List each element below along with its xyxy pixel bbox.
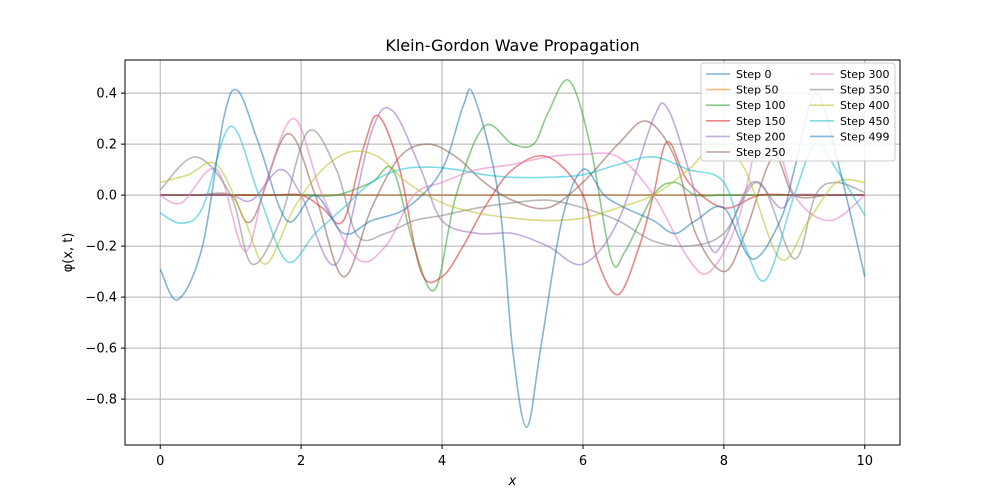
legend-entry: Step 150 <box>736 115 786 128</box>
y-tick-label: 0.4 <box>96 87 117 102</box>
series-line-7 <box>159 129 866 266</box>
legend-entry: Step 200 <box>736 130 786 143</box>
y-axis: 0.4 0.2 0.0 −0.2 −0.4 −0.6 −0.8 <box>85 87 125 408</box>
chart-title: Klein-Gordon Wave Propagation <box>385 36 639 55</box>
x-tick-label: 8 <box>720 454 728 469</box>
legend-entry: Step 300 <box>840 68 890 81</box>
y-tick-label: 0.2 <box>96 138 117 153</box>
legend-entry: Step 100 <box>736 99 786 112</box>
legend-entry: Step 250 <box>736 146 786 159</box>
x-tick-label: 2 <box>297 454 305 469</box>
legend-entry: Step 0 <box>736 68 772 81</box>
legend-entry: Step 450 <box>840 115 890 128</box>
y-axis-label: φ(x, t) <box>61 233 76 273</box>
legend-entry: Step 50 <box>736 84 779 97</box>
x-tick-label: 0 <box>156 454 164 469</box>
y-tick-label: −0.6 <box>85 342 117 357</box>
y-tick-label: −0.8 <box>85 393 117 408</box>
axes-frame <box>124 59 901 446</box>
legend-entry: Step 350 <box>840 84 890 97</box>
y-tick-label: −0.2 <box>85 240 117 255</box>
series-line-5 <box>160 120 865 278</box>
series-line-2 <box>160 79 865 292</box>
legend-box <box>700 62 896 162</box>
x-axis-label: x <box>508 474 517 489</box>
legend-entry: Step 400 <box>840 99 890 112</box>
x-tick-label: 6 <box>579 454 587 469</box>
x-axis: 0 2 4 6 8 10 <box>156 445 873 469</box>
legend-entry: Step 499 <box>840 130 890 143</box>
series-line-4 <box>160 102 865 266</box>
x-tick-label: 4 <box>438 454 446 469</box>
series-line-10 <box>159 88 866 429</box>
series-line-8 <box>159 143 865 265</box>
x-tick-label: 10 <box>856 454 873 469</box>
legend: Step 0 Step 50 Step 100 Step 150 Step 200 Ste… <box>700 62 896 162</box>
series-line-3 <box>160 114 865 296</box>
plot-area <box>159 79 866 429</box>
y-tick-label: −0.4 <box>85 291 117 306</box>
y-tick-label: 0.0 <box>96 189 117 204</box>
